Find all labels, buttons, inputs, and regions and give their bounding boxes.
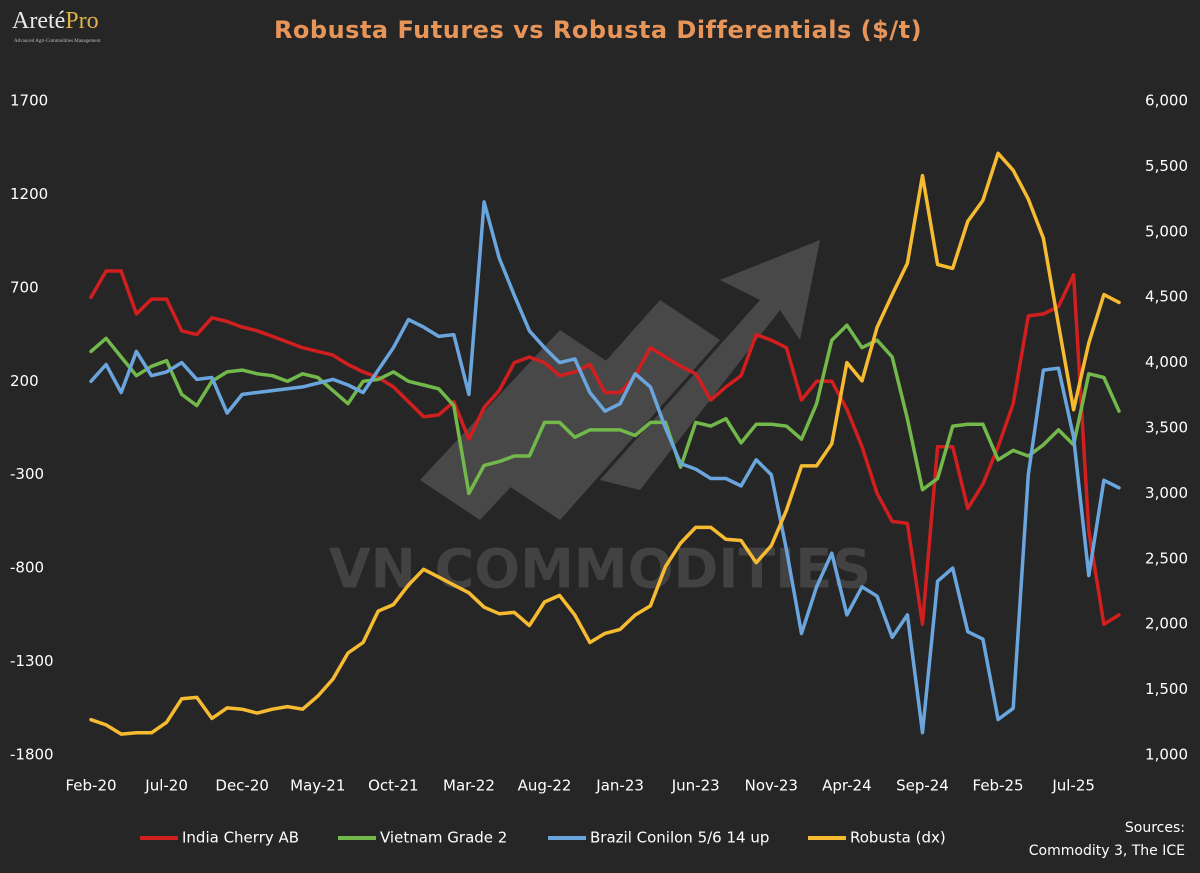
logo-text: Areté [12,8,65,34]
source-note: Commodity 3, The ICE [1029,843,1185,859]
y-tick-label: 1700 [10,92,48,110]
series-line [89,200,1121,735]
watermark-arrow [420,240,820,520]
y2-tick-label: 2,500 [1145,549,1188,567]
source-note: Sources: [1125,820,1185,836]
y2-tick-label: 5,500 [1145,157,1188,175]
x-tick-label: Oct-21 [368,777,418,795]
y2-tick-label: 4,000 [1145,353,1188,371]
logo: AretéPro [12,8,99,34]
y-tick-label: 1200 [10,185,48,203]
x-tick-label: Jun-23 [671,777,720,795]
y2-tick-label: 4,500 [1145,288,1188,306]
x-tick-label: Dec-20 [215,777,269,795]
y-tick-label: -300 [10,465,44,483]
legend-item: Brazil Conilon 5/6 14 up [548,829,769,847]
series-line [89,151,1121,736]
series-line [89,323,1121,496]
x-tick-label: Mar-22 [443,777,495,795]
y2-tick-label: 6,000 [1145,92,1188,110]
legend-label: India Cherry AB [182,829,299,847]
legend-item: Vietnam Grade 2 [338,829,507,847]
x-tick-label: Jul-25 [1051,777,1095,795]
y2-tick-label: 2,000 [1145,615,1188,633]
logo-tagline: Advanced Agri-Commodities Management [14,39,101,44]
x-tick-label: Aug-22 [518,777,572,795]
y-tick-label: 200 [10,372,39,390]
y2-tick-label: 1,000 [1145,746,1188,764]
x-tick-label: May-21 [290,777,345,795]
x-tick-label: Jan-23 [595,777,644,795]
x-tick-label: Nov-23 [745,777,798,795]
legend-label: Robusta (dx) [850,829,946,847]
legend-label: Brazil Conilon 5/6 14 up [590,829,769,847]
y2-tick-label: 5,000 [1145,222,1188,240]
legend-item: India Cherry AB [140,829,299,847]
y-tick-label: -1300 [10,652,54,670]
y-tick-label: -800 [10,559,44,577]
legend-item: Robusta (dx) [808,829,946,847]
x-tick-label: Sep-24 [896,777,949,795]
y2-tick-label: 3,500 [1145,419,1188,437]
x-tick-label: Feb-20 [65,777,116,795]
y-tick-label: -1800 [10,746,54,764]
legend-label: Vietnam Grade 2 [380,829,507,847]
watermark: VN COMMODITIES [329,538,871,601]
chart-title: Robusta Futures vs Robusta Differentials… [274,16,922,44]
y2-tick-label: 3,000 [1145,484,1188,502]
x-tick-label: Apr-24 [822,777,872,795]
logo-text: Pro [65,8,98,34]
x-tick-label: Jul-20 [144,777,188,795]
y-tick-label: 700 [10,278,39,296]
y2-tick-label: 1,500 [1145,680,1188,698]
x-tick-label: Feb-25 [973,777,1024,795]
